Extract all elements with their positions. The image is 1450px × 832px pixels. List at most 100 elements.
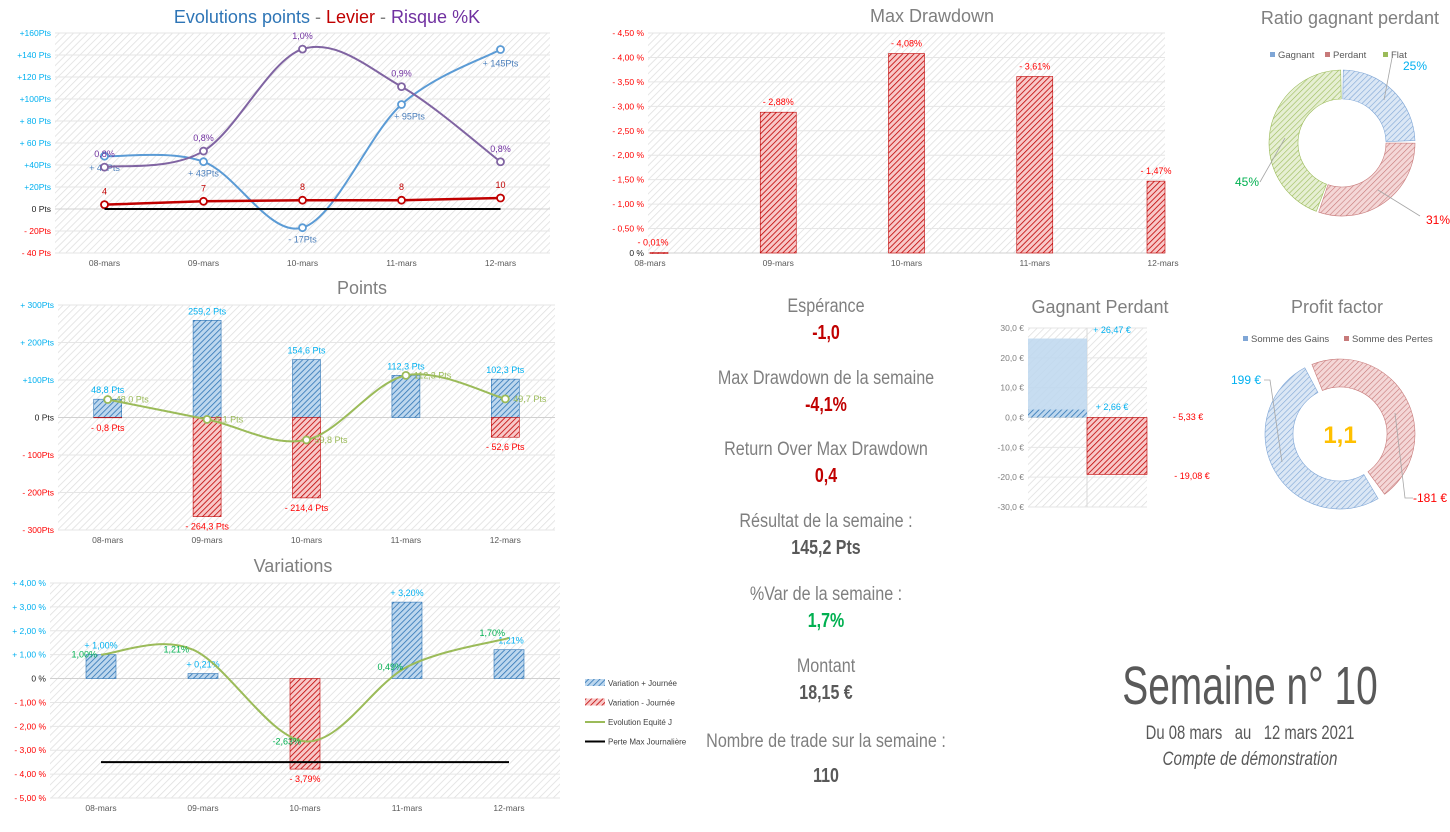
title-part: Levier <box>326 7 375 27</box>
pos-variation-label: + 3,20% <box>390 588 423 598</box>
equity-data-label: 1,70% <box>479 628 505 638</box>
ratio-data-label: 31% <box>1426 213 1450 227</box>
y-tick-label: - 4,00 % <box>612 52 644 62</box>
y-tick-label: +20Pts <box>24 182 51 192</box>
title-part: Risque %K <box>391 7 480 27</box>
legend-label: Variation + Journée <box>608 679 678 688</box>
drawdown-bar <box>1146 180 1166 254</box>
drawdown-data-label: - 0,01% <box>637 238 668 248</box>
leader-line <box>1383 57 1393 101</box>
y-tick-label: - 0,50 % <box>612 224 644 234</box>
evolution-chart: +160Pts +140 Pts +120 Pts +100Pts + 80 Pts + … <box>17 7 550 268</box>
points-point <box>298 223 307 233</box>
profit-factor-value: 1,1 <box>1323 422 1356 449</box>
drawdown-data-label: - 1,47% <box>1140 166 1171 176</box>
title-part: - <box>375 7 391 27</box>
y-tick-label: -30,0 € <box>998 502 1025 512</box>
kpi-value: 1,7% <box>807 610 845 632</box>
y-tick-label: - 4,00 % <box>14 769 46 779</box>
drawdown-data-label: - 4,08% <box>891 39 922 49</box>
y-tick-label: + 60 Pts <box>20 138 51 148</box>
legend-label: Gagnant <box>1278 50 1315 61</box>
gain-bar <box>391 375 421 418</box>
points-data-label: - 17Pts <box>288 235 317 245</box>
y-tick-label: - 100Pts <box>22 450 54 460</box>
levier-point <box>199 196 208 206</box>
variations-legend: Variation + Journée Variation - Journée Ev… <box>585 679 687 747</box>
y-tick-label: - 4,50 % <box>612 28 644 38</box>
ratio-data-label: 25% <box>1403 59 1427 73</box>
y-tick-label: - 3,00 % <box>14 745 46 755</box>
x-tick-label: 08-mars <box>89 258 120 268</box>
kpi-label: %Var de la semaine : <box>749 584 903 605</box>
gp-data-label: + 26,47 € <box>1093 325 1131 335</box>
neg-variation-label: - 3,79% <box>289 774 320 784</box>
kpi-value: -1,0 <box>812 322 840 344</box>
loss-bar <box>292 417 321 499</box>
legend-item: Somme des Pertes <box>1344 334 1433 345</box>
legend-label: Flat <box>1391 50 1407 61</box>
y-tick-label: - 3,50 % <box>612 77 644 87</box>
x-tick-label: 08-mars <box>85 803 116 813</box>
y-tick-label: -20,0 € <box>998 472 1025 482</box>
loss-data-label: - 0,8 Pts <box>91 423 125 433</box>
kpi-label: Nombre de trade sur la semaine : <box>706 731 946 752</box>
y-tick-label: 10,0 € <box>1000 383 1024 393</box>
gain-data-label: 48,8 Pts <box>91 385 125 395</box>
y-tick-label: -10,0 € <box>998 442 1025 452</box>
loss-bar <box>192 417 222 517</box>
net-point <box>302 435 311 445</box>
leader-line <box>1259 137 1286 183</box>
risque-data-label: 0,9% <box>391 69 412 79</box>
levier-point <box>298 195 307 205</box>
y-tick-label: - 1,00 % <box>14 697 46 707</box>
x-tick-label: 11-mars <box>1019 258 1050 268</box>
week-from: Du 08 mars <box>1145 723 1223 744</box>
drawdown-data-label: - 2,88% <box>763 97 794 107</box>
legend-swatch <box>1325 52 1330 57</box>
equity-data-label: -2,63% <box>272 736 301 746</box>
variations-chart: + 4,00 % + 3,00 % + 2,00 % + 1,00 % 0 % - 1,0… <box>12 556 687 813</box>
risque-point <box>199 146 208 156</box>
gp-data-label: - 5,33 € <box>1173 412 1204 422</box>
risque-point <box>100 162 109 172</box>
kpi-label: Montant <box>796 656 856 677</box>
chart-title: Max Drawdown <box>870 6 994 26</box>
legend-item: Perte Max Journalière <box>585 738 687 747</box>
loss-bar <box>490 417 520 438</box>
leader-line <box>1394 412 1413 499</box>
drawdown-bar <box>1016 76 1054 254</box>
x-tick-label: 10-mars <box>287 258 318 268</box>
kpi-item: Max Drawdown de la semaine -4,1% <box>676 368 976 417</box>
drawdown-data-label: - 3,61% <box>1019 62 1050 72</box>
kpi-label: Max Drawdown de la semaine <box>717 368 935 389</box>
week-title: Semaine n° 10 <box>1122 656 1378 716</box>
mdd-chart: - 4,50 % - 4,00 % - 3,50 % - 3,00 % - 2,50 %… <box>612 6 1178 268</box>
legend-label: Somme des Pertes <box>1352 334 1433 345</box>
risque-data-label: 1,0% <box>292 31 313 41</box>
legend-item: Variation + Journée <box>585 679 678 688</box>
ratio-data-label: 45% <box>1235 175 1259 189</box>
y-tick-label: + 80 Pts <box>20 116 51 126</box>
risque-data-label: 0,8% <box>94 149 115 159</box>
gain-data-label: 154,6 Pts <box>287 346 326 356</box>
gp-data-label: - 19,08 € <box>1174 471 1210 481</box>
y-tick-label: - 300Pts <box>22 525 54 535</box>
neg-variation-bar <box>289 678 321 770</box>
x-tick-label: 10-mars <box>891 258 922 268</box>
legend-item: Evolution Equité J <box>585 718 672 727</box>
kpi-value: 145,2 Pts <box>791 537 861 559</box>
kpi-value: -4,1% <box>805 394 847 416</box>
equity-data-label: 1,21% <box>163 645 189 655</box>
y-tick-label: - 2,00 % <box>14 721 46 731</box>
title-part: - <box>310 7 326 27</box>
net-data-label: 59,8 Pts <box>315 435 349 445</box>
week-au: au <box>1234 723 1252 744</box>
points-point <box>100 151 109 161</box>
risque-data-label: 0,8% <box>490 144 511 154</box>
chart-title: Gagnant Perdant <box>1031 297 1168 317</box>
kpi-item: %Var de la semaine : 1,7% <box>676 584 976 633</box>
loss-data-label: - 264,3 Pts <box>185 522 229 532</box>
equity-data-label: 1,00% <box>71 650 97 660</box>
